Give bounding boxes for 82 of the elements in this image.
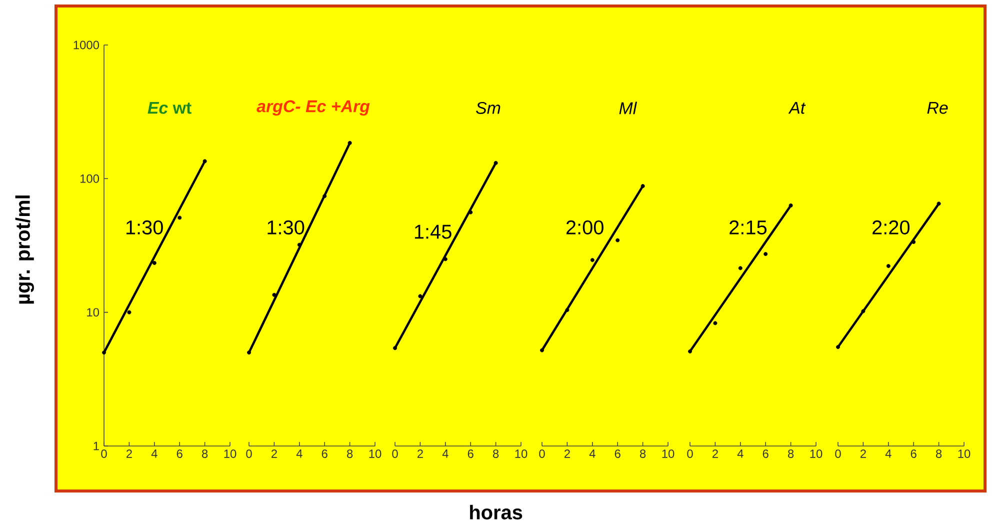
point [616, 238, 620, 242]
x-tick-label: 8 [202, 450, 208, 458]
point [102, 350, 106, 355]
x-tick-label: 2 [271, 450, 277, 458]
point [468, 210, 473, 214]
x-tick-label: 0 [101, 450, 107, 458]
point [348, 140, 352, 145]
x-tick-label: 4 [296, 450, 302, 458]
text: Ec wt [148, 102, 192, 114]
x-tick-label: 4 [589, 450, 596, 458]
point [272, 292, 276, 297]
x-tick-label: 10 [810, 450, 822, 458]
point [788, 203, 793, 208]
annotation: 2:00 [566, 220, 604, 234]
annotation: 1:30 [126, 220, 163, 234]
point [640, 184, 645, 188]
x-tick-label: 4 [442, 450, 448, 458]
x-tick-label: 6 [176, 450, 182, 458]
x-axis-title: horas [470, 504, 522, 520]
x-tick-label: 0 [835, 450, 841, 458]
x-tick-label: 2 [712, 450, 718, 458]
point [202, 159, 207, 164]
x-tick-label: 0 [246, 450, 252, 458]
x-tick-label: 6 [468, 450, 474, 458]
x-tick-label: 6 [910, 450, 916, 458]
annotation: 1:45 [414, 224, 452, 239]
y-tick-label: 1000 [74, 40, 100, 50]
x-tick-label: 4 [151, 450, 158, 458]
point [688, 349, 692, 354]
point [393, 346, 398, 350]
x-tick-label: 10 [224, 450, 236, 458]
x-tick-label: 10 [369, 450, 382, 458]
point [322, 194, 327, 198]
annotation: 1:30 [268, 220, 304, 234]
x-tick-label: 2 [860, 450, 866, 458]
point [494, 160, 498, 165]
annotation: 2:20 [872, 220, 910, 234]
y-tick-label: 1 [94, 442, 99, 450]
x-tick-label: 6 [322, 450, 328, 458]
x-tick-label: 4 [885, 450, 892, 458]
x-tick-label: 0 [392, 450, 398, 458]
point [764, 252, 768, 256]
annotation: 2:15 [730, 220, 767, 234]
x-tick-label: 10 [515, 450, 528, 458]
x-tick-label: 6 [614, 450, 620, 458]
point [590, 258, 594, 262]
point [178, 216, 182, 220]
x-tick-label: 10 [958, 450, 970, 458]
x-tick-label: 8 [936, 450, 942, 458]
x-tick-label: 8 [788, 450, 794, 458]
point [418, 294, 422, 298]
text: Sm [476, 102, 500, 114]
text: argC- Ec +Arg [256, 100, 370, 116]
point [936, 202, 941, 206]
x-tick-label: 0 [687, 450, 693, 458]
point [886, 264, 890, 268]
point [565, 308, 570, 312]
y-axis-title: µgr. prot/ml [15, 196, 34, 304]
text: Re [927, 102, 948, 114]
point [713, 321, 718, 326]
x-tick-label: 0 [539, 450, 545, 458]
point [247, 350, 252, 355]
y-tick-label: 100 [80, 174, 100, 183]
x-tick-label: 10 [662, 450, 674, 458]
point [861, 309, 866, 314]
point [738, 266, 742, 270]
point [127, 310, 132, 314]
text: At [788, 102, 806, 114]
point [912, 240, 916, 244]
text: Ml [619, 102, 638, 114]
x-tick-label: 8 [347, 450, 353, 458]
y-tick-label: 10 [87, 308, 100, 317]
x-tick-label: 8 [640, 450, 646, 458]
point [540, 348, 544, 352]
x-tick-label: 2 [564, 450, 570, 458]
point [836, 345, 840, 350]
x-tick-label: 4 [737, 450, 744, 458]
point [152, 260, 156, 265]
x-tick-label: 6 [762, 450, 768, 458]
x-tick-label: 2 [417, 450, 423, 458]
x-tick-label: 2 [126, 450, 132, 458]
x-tick-label: 8 [493, 450, 499, 458]
